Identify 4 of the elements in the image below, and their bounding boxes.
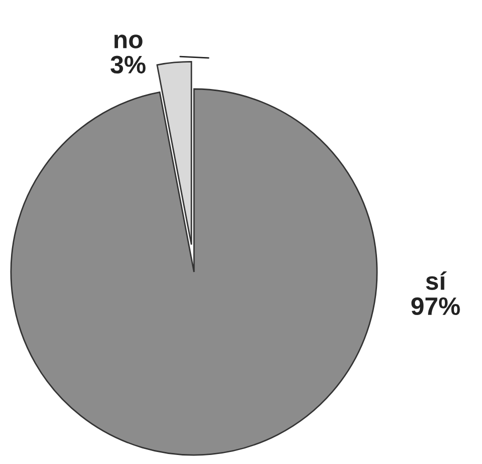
data-label: 3% xyxy=(110,56,146,74)
slice-label: no xyxy=(114,34,142,48)
data-label: 97% xyxy=(411,297,460,316)
slice-label: sí xyxy=(426,271,447,290)
